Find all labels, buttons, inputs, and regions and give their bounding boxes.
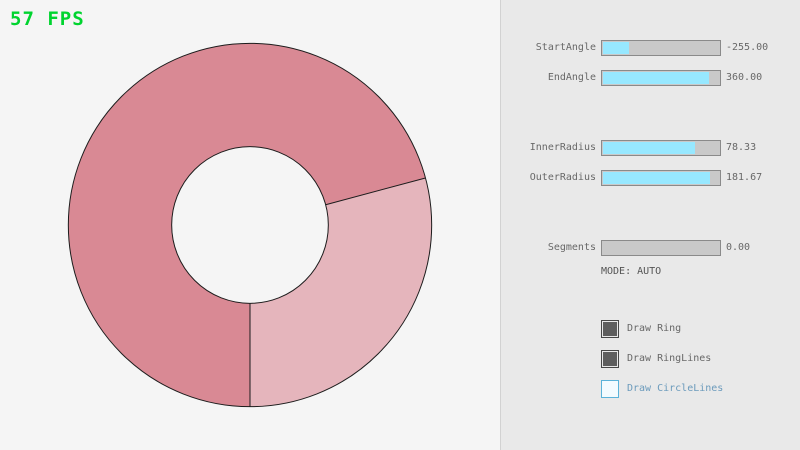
- slider-outerradius[interactable]: [601, 170, 721, 186]
- slider-innerradius[interactable]: [601, 140, 721, 156]
- ring-shape: [67, 42, 433, 408]
- slider-label-outerradius: OuterRadius: [529, 172, 596, 183]
- slider-row-segments: Segments 0.00: [501, 240, 800, 256]
- checkbox-label-draw-circlelines: Draw CircleLines: [627, 383, 724, 394]
- segments-mode-text: MODE: AUTO: [601, 266, 662, 277]
- slider-fill: [603, 172, 711, 184]
- slider-value-outerradius: 181.67: [726, 172, 763, 183]
- ring-sector-overlap: [68, 43, 426, 407]
- checkbox-draw-ring[interactable]: [601, 320, 619, 338]
- slider-row-innerradius: InnerRadius 78.33: [501, 140, 800, 156]
- slider-label-startangle: StartAngle: [535, 42, 596, 53]
- checkbox-label-draw-ring: Draw Ring: [627, 323, 682, 334]
- slider-fill: [603, 72, 710, 84]
- checkbox-draw-ringlines[interactable]: [601, 350, 619, 368]
- slider-endangle[interactable]: [601, 70, 721, 86]
- checkbox-label-draw-ringlines: Draw RingLines: [627, 353, 712, 364]
- checkbox-row-draw-circlelines: Draw CircleLines: [501, 380, 800, 398]
- slider-value-innerradius: 78.33: [726, 142, 757, 153]
- slider-startangle[interactable]: [601, 40, 721, 56]
- ring-inner-outline: [171, 146, 329, 304]
- slider-value-endangle: 360.00: [726, 72, 763, 83]
- fps-counter: 57 FPS: [10, 8, 85, 30]
- drawing-area: 57 FPS: [10, 8, 433, 408]
- slider-label-segments: Segments: [547, 242, 596, 253]
- slider-row-startangle: StartAngle -255.00: [501, 40, 800, 56]
- slider-row-outerradius: OuterRadius 181.67: [501, 170, 800, 186]
- slider-segments[interactable]: [601, 240, 721, 256]
- ring-sector-single: [250, 177, 432, 407]
- controls-panel: StartAngle -255.00 EndAngle 360.00 Inner…: [500, 0, 800, 450]
- checkbox-row-draw-ringlines: Draw RingLines: [501, 350, 800, 368]
- slider-row-endangle: EndAngle 360.00: [501, 70, 800, 86]
- slider-value-startangle: -255.00: [726, 42, 769, 53]
- ring-boundary-line-1: [325, 177, 426, 206]
- slider-label-endangle: EndAngle: [547, 72, 596, 83]
- slider-fill: [603, 142, 696, 154]
- slider-fill: [603, 42, 629, 54]
- slider-label-innerradius: InnerRadius: [529, 142, 596, 153]
- slider-value-segments: 0.00: [726, 242, 751, 253]
- checkbox-draw-circlelines[interactable]: [601, 380, 619, 398]
- checkbox-row-draw-ring: Draw Ring: [501, 320, 800, 338]
